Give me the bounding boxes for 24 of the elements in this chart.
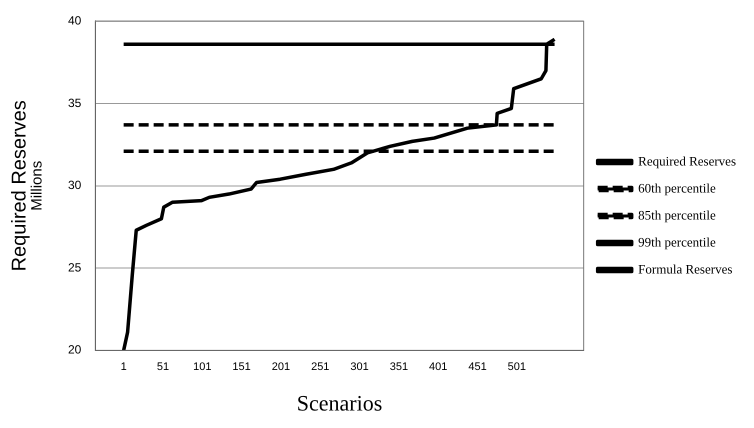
x-tick-label: 351 — [390, 361, 408, 374]
x-tick-label: 201 — [272, 361, 290, 374]
x-tick-label: 501 — [508, 361, 526, 374]
x-tick-label: 51 — [156, 361, 170, 374]
legend-label: 99th percentile — [638, 234, 716, 250]
x-tick-label: 251 — [311, 361, 330, 374]
legend-label: Required Reserves — [638, 153, 736, 168]
y-tick-label: 20 — [68, 342, 82, 357]
y-tick-label: 35 — [68, 96, 82, 110]
x-tick-label: 151 — [232, 361, 251, 374]
x-tick-label: 1 — [120, 361, 127, 374]
x-tick-label: 451 — [468, 361, 487, 374]
legend-label: 85th percentile — [638, 207, 716, 222]
legend-label: Formula Reserves — [638, 261, 732, 276]
y-tick-label: 25 — [68, 260, 82, 274]
y-axis-title: Required Reserves — [8, 100, 31, 272]
y-tick-label: 40 — [68, 14, 82, 28]
legend-label: 60th percentile — [638, 180, 716, 196]
y-tick-label: 30 — [68, 178, 82, 192]
x-tick-label: 401 — [429, 361, 448, 374]
x-tick-label: 301 — [350, 361, 369, 374]
x-axis-title: Scenarios — [296, 390, 382, 416]
text: Millions — [28, 160, 46, 211]
x-tick-label: 101 — [193, 361, 212, 374]
